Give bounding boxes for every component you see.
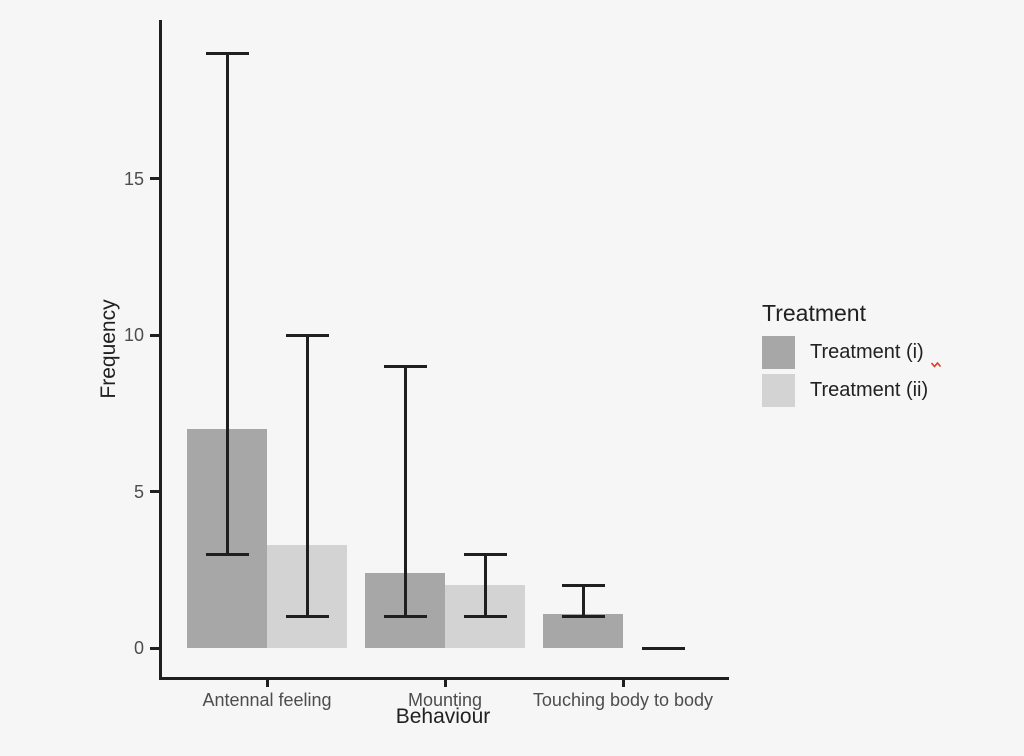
y-tick-mark	[150, 646, 159, 650]
legend-label-treatment-i: Treatment (i)	[810, 341, 924, 363]
x-tick-mark	[265, 679, 269, 687]
y-axis-line	[158, 20, 162, 679]
error-bar-line	[403, 366, 407, 617]
legend-title: Treatment	[762, 300, 866, 326]
x-tick-mark	[621, 679, 625, 687]
y-tick-label: 5	[133, 481, 144, 502]
error-bar-cap	[205, 552, 249, 556]
x-tick-mark	[443, 679, 447, 687]
y-tick-mark	[150, 177, 159, 181]
error-bar-line	[305, 335, 309, 617]
error-bar-cap	[383, 615, 427, 619]
error-bar-cap	[205, 52, 249, 56]
y-tick-label: 0	[133, 638, 144, 658]
y-tick-mark	[150, 490, 159, 494]
error-bar-line	[581, 585, 585, 617]
y-tick-label: 15	[123, 168, 144, 189]
x-axis-line	[158, 676, 729, 680]
spellcheck-squiggle-icon	[931, 362, 942, 368]
legend-swatch-treatment-i	[762, 336, 795, 369]
error-bar-cap	[561, 615, 605, 619]
bar-treatment-i-2	[543, 613, 623, 648]
error-bar-cap	[463, 552, 507, 556]
legend-label-treatment-ii: Treatment (ii)	[810, 379, 929, 401]
error-bar-cap	[561, 583, 605, 587]
y-tick-label: 10	[123, 325, 144, 346]
x-tick-label: Touching body to body	[532, 690, 714, 710]
legend-item-treatment-i: Treatment (i)	[762, 336, 928, 369]
legend: Treatment Treatment (i) Treatment (ii)	[762, 300, 942, 412]
x-axis-title: Behaviour	[395, 705, 491, 728]
y-tick-mark	[150, 333, 159, 337]
error-bar-cap	[285, 615, 329, 619]
error-bar-line	[225, 53, 229, 555]
x-tick-label: Mounting	[407, 690, 483, 710]
error-bar-cap	[463, 615, 507, 619]
error-bar-cap	[641, 646, 685, 650]
error-bar-cap	[383, 365, 427, 369]
legend-swatch-treatment-ii	[762, 374, 795, 407]
y-axis-title: Frequency	[97, 299, 120, 399]
error-bar-cap	[285, 333, 329, 337]
legend-item-treatment-ii: Treatment (ii)	[762, 374, 928, 407]
error-bar-line	[483, 554, 487, 617]
x-tick-label: Antennal feeling	[202, 690, 332, 710]
